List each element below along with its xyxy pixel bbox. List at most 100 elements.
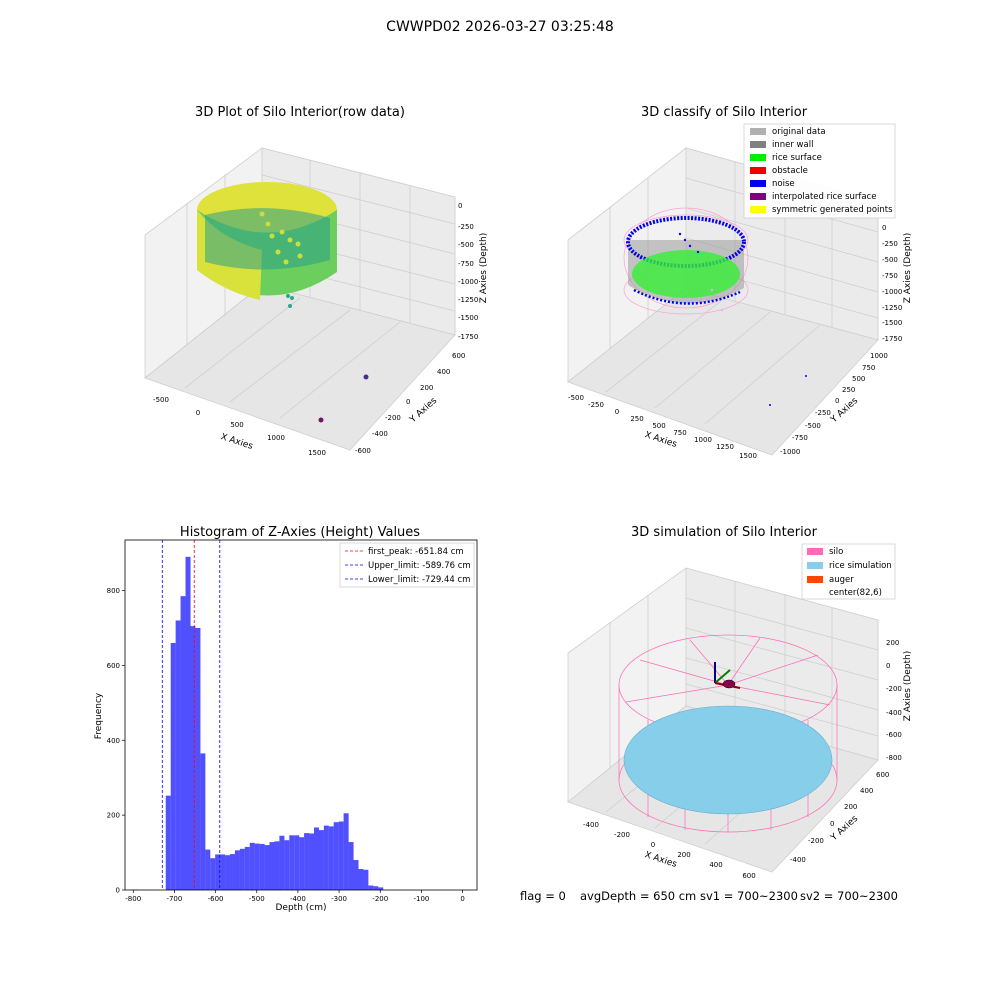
svg-text:-1250: -1250 bbox=[458, 296, 478, 304]
classify-y-ticks: 1000 750 500 250 0 -250 -500 -750 -1000 bbox=[780, 352, 888, 456]
simulation-z-ticks: 200 0 -200 -400 -600 -800 bbox=[886, 639, 902, 762]
histogram-bar bbox=[195, 627, 201, 890]
histogram-bar bbox=[180, 596, 186, 890]
svg-text:-200: -200 bbox=[886, 685, 902, 693]
histogram-bar bbox=[348, 842, 354, 890]
svg-text:0: 0 bbox=[615, 408, 619, 416]
svg-text:400: 400 bbox=[860, 787, 873, 795]
svg-text:1000: 1000 bbox=[267, 434, 285, 442]
histogram-bar bbox=[343, 813, 349, 890]
legend-swatch-silo bbox=[807, 548, 823, 555]
svg-text:-400: -400 bbox=[790, 856, 806, 864]
legend-label: original data bbox=[772, 127, 826, 137]
simulation-x-ticks: -400 -200 0 200 400 600 bbox=[583, 821, 756, 880]
histogram-frame bbox=[124, 539, 478, 891]
svg-text:600: 600 bbox=[452, 352, 465, 360]
footer-flag: flag = 0 bbox=[520, 889, 566, 903]
legend-label-lower-limit: Lower_limit: -729.44 cm bbox=[368, 575, 470, 585]
histogram-bar bbox=[170, 642, 176, 890]
svg-text:500: 500 bbox=[852, 375, 865, 383]
histogram-bar bbox=[289, 835, 295, 890]
footer-sv1: sv1 = 700~2300 bbox=[700, 889, 798, 903]
legend-swatch bbox=[750, 128, 766, 135]
svg-text:-1000: -1000 bbox=[780, 448, 800, 456]
histogram-bar bbox=[338, 821, 344, 890]
svg-text:-200: -200 bbox=[808, 837, 824, 845]
legend-label: silo bbox=[829, 547, 843, 557]
classify-title: 3D classify of Silo Interior bbox=[641, 105, 808, 120]
svg-text:-1250: -1250 bbox=[882, 304, 902, 312]
legend-swatch-auger bbox=[807, 576, 823, 583]
raw-scatter-points bbox=[259, 211, 303, 265]
svg-text:-200: -200 bbox=[385, 414, 401, 422]
histogram-x-tick-label: -200 bbox=[372, 895, 388, 903]
histogram-bar bbox=[358, 869, 364, 890]
raw-x-ticks: -500 0 500 1000 1500 bbox=[153, 396, 326, 457]
svg-text:600: 600 bbox=[742, 872, 755, 880]
svg-text:600: 600 bbox=[876, 771, 889, 779]
svg-text:400: 400 bbox=[437, 368, 450, 376]
legend-label: rice surface bbox=[772, 153, 822, 163]
histogram-x-label: Depth (cm) bbox=[275, 903, 326, 913]
svg-text:0: 0 bbox=[835, 397, 839, 405]
svg-text:1500: 1500 bbox=[308, 449, 326, 457]
classify-y-label: Y Axies bbox=[828, 396, 860, 426]
histogram-x-tick-label: -300 bbox=[331, 895, 347, 903]
histogram-bar bbox=[165, 795, 171, 890]
svg-text:-1500: -1500 bbox=[882, 319, 902, 327]
histogram-bar bbox=[378, 887, 384, 890]
svg-text:0: 0 bbox=[458, 202, 462, 210]
svg-text:200: 200 bbox=[844, 803, 857, 811]
histogram-x-tick-label: -800 bbox=[125, 895, 141, 903]
footer-sv2: sv2 = 700~2300 bbox=[800, 889, 898, 903]
svg-text:-800: -800 bbox=[886, 754, 902, 762]
simulation-legend: silo rice simulation auger center(82,6) bbox=[801, 543, 896, 600]
svg-text:-500: -500 bbox=[805, 422, 821, 430]
svg-text:-600: -600 bbox=[355, 447, 371, 455]
simulation-auger bbox=[714, 662, 741, 689]
svg-text:-1750: -1750 bbox=[882, 335, 902, 343]
histogram-bar bbox=[328, 826, 334, 890]
svg-text:250: 250 bbox=[842, 386, 855, 394]
simulation-y-ticks: 600 400 200 0 -200 -400 bbox=[790, 771, 889, 864]
svg-text:0: 0 bbox=[196, 409, 200, 417]
svg-text:400: 400 bbox=[709, 861, 722, 869]
histogram-bar bbox=[333, 822, 339, 890]
svg-text:250: 250 bbox=[630, 415, 643, 423]
classify-rice-surface bbox=[632, 250, 740, 298]
classify-legend: original data inner wall rice surface ob… bbox=[743, 123, 896, 219]
svg-text:1250: 1250 bbox=[716, 443, 734, 451]
histogram-bar bbox=[215, 854, 221, 890]
histogram-bar bbox=[210, 858, 216, 890]
raw-y-ticks: 600 400 200 0 -200 -400 -600 bbox=[355, 352, 465, 455]
legend-swatch bbox=[750, 154, 766, 161]
raw-title: 3D Plot of Silo Interior(row data) bbox=[195, 105, 405, 120]
svg-text:-600: -600 bbox=[886, 731, 902, 739]
panel-histogram: Histogram of Z-Axies (Height) Values -80… bbox=[94, 525, 478, 913]
legend-label: symmetric generated points bbox=[772, 205, 893, 215]
svg-text:0: 0 bbox=[882, 224, 886, 232]
histogram-bar bbox=[200, 753, 206, 890]
simulation-y-label: Y Axies bbox=[828, 814, 860, 844]
footer-avg-depth: avgDepth = 650 cm bbox=[580, 889, 696, 903]
legend-label: rice simulation bbox=[829, 561, 892, 571]
legend-label: inner wall bbox=[772, 140, 813, 150]
svg-text:1500: 1500 bbox=[739, 452, 757, 460]
svg-text:-250: -250 bbox=[458, 223, 474, 231]
svg-text:1000: 1000 bbox=[870, 352, 888, 360]
histogram-bar bbox=[239, 848, 245, 890]
histogram-bar bbox=[259, 843, 265, 890]
panel-classify-3d: 3D classify of Silo Interior bbox=[567, 105, 913, 460]
legend-swatch bbox=[750, 167, 766, 174]
histogram-bar bbox=[363, 869, 369, 890]
histogram-bar bbox=[279, 835, 285, 890]
raw-z-ticks: 0 -250 -500 -750 -1000 -1250 -1500 -1750 bbox=[458, 202, 478, 341]
classify-x-ticks: -500 -250 0 250 500 750 1000 1250 1500 bbox=[568, 394, 757, 460]
simulation-z-label: Z Axies (Depth) bbox=[903, 651, 913, 722]
histogram-bar bbox=[269, 842, 275, 890]
svg-text:-250: -250 bbox=[588, 401, 604, 409]
svg-text:200: 200 bbox=[886, 639, 899, 647]
histogram-bar bbox=[309, 833, 315, 890]
svg-text:500: 500 bbox=[230, 421, 243, 429]
